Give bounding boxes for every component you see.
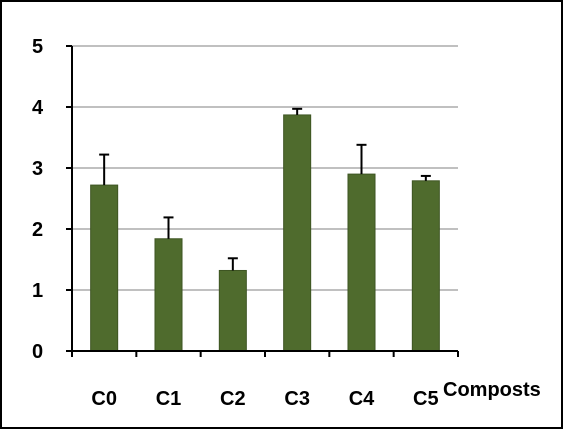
x-tick-label-C2: C2	[220, 388, 246, 410]
y-tick-label-1: 1	[32, 280, 43, 302]
bar-C3	[283, 114, 312, 352]
x-tick-label-C5: C5	[413, 388, 439, 410]
x-tick-labels: C0 C1 C2 C3 C4 C5	[91, 388, 438, 410]
bar-C4	[347, 173, 376, 352]
x-tick-label-C3: C3	[284, 388, 310, 410]
gridlines	[72, 45, 458, 291]
y-tick-label-4: 4	[32, 97, 44, 119]
bar-C5	[411, 180, 440, 352]
x-tick-label-C0: C0	[91, 388, 117, 410]
y-tick-label-0: 0	[32, 341, 43, 363]
error-bars	[99, 107, 431, 271]
bars	[90, 114, 440, 352]
y-tick-label-5: 5	[32, 36, 43, 58]
bar-C1	[154, 238, 183, 352]
x-tick-label-C1: C1	[156, 388, 182, 410]
bar-C2	[218, 269, 247, 352]
y-tick-label-2: 2	[32, 219, 43, 241]
axes	[66, 45, 459, 357]
x-axis-title: Composts	[443, 379, 541, 401]
bar-C0	[90, 184, 119, 352]
x-tick-label-C4: C4	[349, 388, 375, 410]
y-tick-label-3: 3	[32, 158, 43, 180]
y-tick-labels: 0 1 2 3 4 5	[32, 36, 44, 363]
